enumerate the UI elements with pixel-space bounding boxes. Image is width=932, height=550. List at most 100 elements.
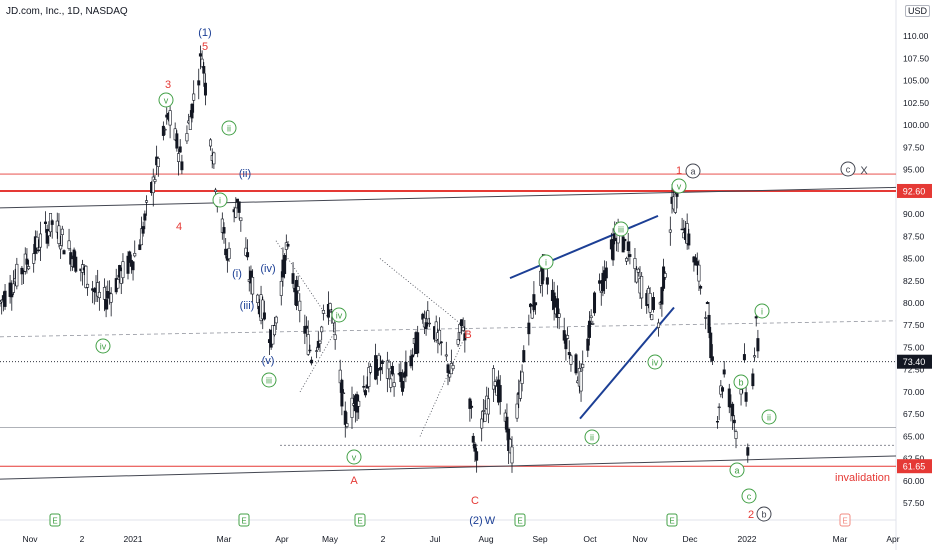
wave-label-circle	[158, 92, 174, 108]
price-tick: 57.50	[903, 498, 925, 508]
candle-body	[375, 367, 379, 376]
price-badge	[897, 183, 932, 198]
candle-body	[305, 325, 309, 329]
candle-body	[296, 286, 300, 291]
candle-body	[635, 269, 639, 283]
candle-body	[379, 367, 383, 371]
candle-body	[3, 290, 7, 307]
candle-body	[518, 380, 522, 399]
candle-body	[47, 230, 51, 237]
candle-body	[385, 360, 389, 379]
time-tick: Mar	[833, 534, 848, 544]
wave-label: C	[471, 495, 479, 507]
wave-label: iii	[266, 376, 272, 386]
candle-body	[444, 354, 448, 357]
upper-trendline	[0, 186, 897, 209]
wave-label: v	[164, 96, 169, 106]
candle-body	[426, 310, 430, 320]
candle-body	[401, 380, 405, 392]
wave-label: c	[747, 492, 752, 502]
wave-label: B	[464, 329, 471, 341]
candle-body	[291, 273, 295, 284]
price-tick: 105.00	[903, 76, 929, 86]
candle-body	[687, 233, 691, 246]
candle-body	[480, 418, 484, 429]
price-tick: 95.00	[903, 165, 925, 175]
candle-body	[102, 287, 106, 300]
time-tick: 2021	[124, 534, 143, 544]
candle-body	[389, 378, 393, 388]
wave-label-circle	[331, 307, 347, 323]
wave-label-circle	[671, 178, 687, 194]
candle-body	[369, 366, 373, 373]
candle-body	[636, 268, 640, 273]
candle-body	[45, 228, 49, 244]
candle-body	[680, 228, 684, 231]
candle-body	[473, 443, 477, 452]
candle-body	[318, 340, 322, 344]
candle-body	[377, 354, 381, 369]
candle-body	[350, 397, 354, 418]
price-axis: 57.50 60.00 62.50 65.00 67.50 70.00 72.50 75.00…	[903, 31, 929, 508]
candle-body	[493, 381, 497, 386]
candle-body	[188, 116, 192, 130]
candle-body	[731, 403, 735, 417]
candle-body	[143, 213, 147, 221]
candle-body	[200, 58, 204, 68]
candle-body	[84, 265, 88, 288]
candle-body	[131, 261, 135, 271]
candle-body	[685, 223, 689, 244]
price-tick: 85.00	[903, 254, 925, 264]
candle-body	[508, 439, 512, 454]
candle-body	[303, 325, 307, 334]
candle-body	[367, 367, 371, 387]
candle-body	[190, 103, 194, 119]
earnings-marker-label: E	[241, 517, 246, 526]
candle-body	[244, 247, 248, 256]
candle-body	[498, 385, 502, 403]
price-badges: 92.60 73.40 61.65	[897, 183, 932, 474]
candle-body	[522, 350, 526, 363]
candle-body	[139, 228, 143, 246]
candle-body	[178, 146, 182, 153]
candle-body	[721, 387, 725, 392]
candle-body	[227, 247, 231, 259]
candle-body	[707, 314, 711, 333]
earnings-marker-future	[839, 513, 851, 527]
candle-body	[15, 263, 19, 287]
candle-body	[663, 273, 667, 278]
wave-label: 1	[676, 165, 682, 177]
candles-group	[0, 45, 760, 473]
candle-body	[62, 250, 66, 255]
wave-label-circle	[221, 120, 237, 136]
wave-label: v	[677, 182, 682, 192]
candle-body	[742, 354, 746, 361]
wave-labels: (1)534viiiiv(ii)(i)(iii)(iv)(v)iiiivvABC…	[95, 27, 890, 527]
candle-body	[239, 217, 243, 221]
candle-body	[109, 293, 113, 303]
candle-body	[0, 301, 2, 304]
wave-label: iv	[336, 311, 343, 321]
wave-label-circle	[729, 462, 745, 478]
candle-body	[527, 322, 531, 335]
candle-body	[235, 198, 239, 203]
candle-body	[468, 398, 472, 409]
candle-body	[151, 176, 155, 194]
candle-body	[529, 303, 533, 308]
candle-body	[722, 369, 726, 375]
candle-body	[237, 201, 241, 213]
currency-badge[interactable]: USD	[905, 5, 931, 17]
candle-body	[192, 93, 196, 101]
candle-body	[704, 317, 708, 319]
candle-body	[589, 315, 593, 319]
candle-body	[567, 352, 571, 356]
candle-body	[224, 248, 228, 256]
candle-body	[203, 82, 207, 96]
candle-body	[697, 264, 701, 282]
wave-label: b	[738, 378, 743, 388]
candle-body	[161, 125, 165, 136]
time-axis: Nov 2 2021 Mar Apr May 2 Jul Aug Sep Oct Nov Dec 2022…	[22, 513, 900, 544]
candle-body	[153, 179, 157, 182]
channel-upper	[509, 214, 659, 280]
price-badge	[897, 354, 932, 369]
